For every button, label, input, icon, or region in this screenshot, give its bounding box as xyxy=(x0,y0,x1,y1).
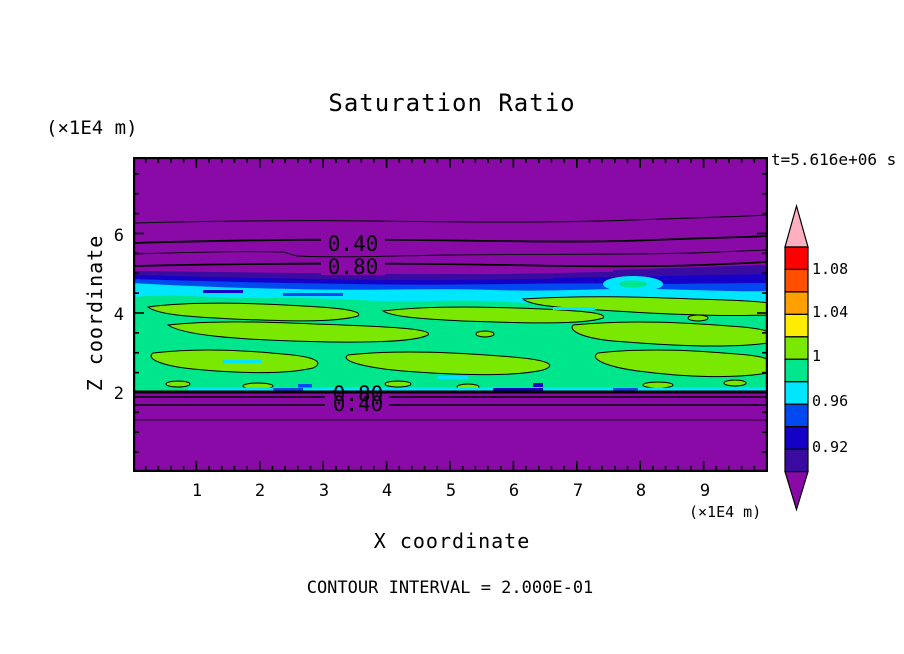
contour-label-upper-080: 0.80 xyxy=(328,255,379,279)
colorbar-label-3: 0.96 xyxy=(812,392,849,410)
x-tick-label-7: 7 xyxy=(572,481,584,501)
colorbar-label-2: 1 xyxy=(812,347,822,365)
colorbar-label-0: 1.08 xyxy=(812,260,849,278)
colorbar-label-1: 1.04 xyxy=(812,303,849,321)
x-tick-label-8: 8 xyxy=(635,481,647,501)
contour-interval-note: CONTOUR INTERVAL = 2.000E-01 xyxy=(306,578,594,598)
contour-label-upper-040: 0.40 xyxy=(328,232,379,256)
contour-label-lower-040: 0.40 xyxy=(333,392,384,416)
y-tick-label-6: 6 xyxy=(113,226,124,246)
y-tick-label-4: 4 xyxy=(113,305,124,325)
x-axis-units-label: (×1E4 m) xyxy=(689,503,762,521)
x-tick-label-6: 6 xyxy=(508,481,520,501)
x-tick-label-1: 1 xyxy=(191,481,203,501)
contour-label-lower-080: 0.80 xyxy=(333,382,384,406)
plot-frame xyxy=(133,157,768,472)
y-axis-units-label: (×1E4 m) xyxy=(46,117,138,139)
x-tick-label-9: 9 xyxy=(699,481,711,501)
colorbar-label-4: 0.92 xyxy=(812,438,849,456)
y-tick-label-2: 2 xyxy=(113,384,124,404)
x-tick-label-5: 5 xyxy=(445,481,457,501)
timestamp-label: t=5.616e+06 s xyxy=(771,150,897,169)
contour-plot: 0.40 0.80 0.80 0.40 xyxy=(133,157,768,472)
x-tick-label-2: 2 xyxy=(254,481,266,501)
page-title: Saturation Ratio xyxy=(328,89,576,117)
x-axis-title: X coordinate xyxy=(373,529,531,553)
x-tick-label-4: 4 xyxy=(381,481,393,501)
x-tick-label-3: 3 xyxy=(318,481,330,501)
colorbar xyxy=(784,203,809,512)
